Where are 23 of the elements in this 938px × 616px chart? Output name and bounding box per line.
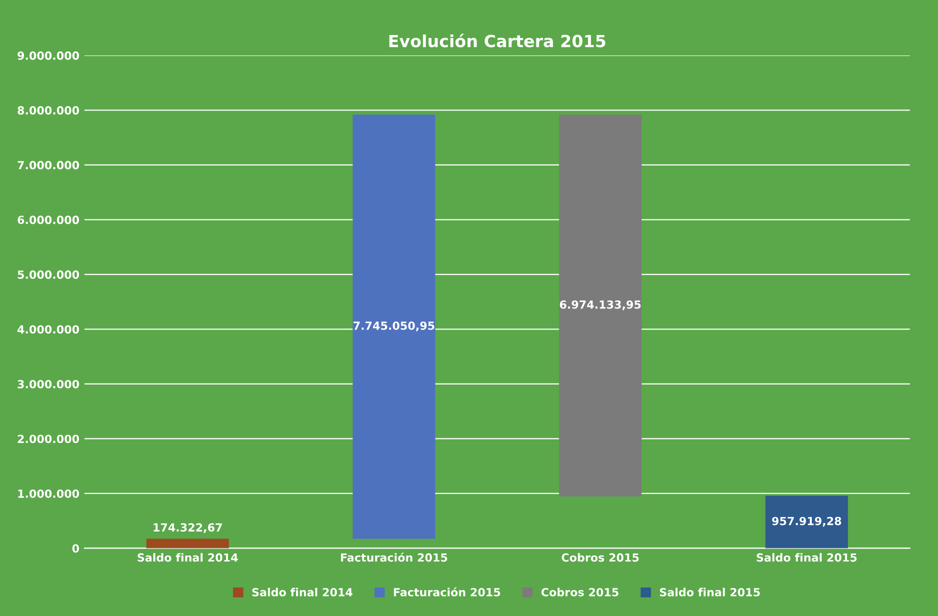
data-label: 7.745.050,95 — [354, 321, 434, 332]
y-tick-label: 9.000.000 — [18, 51, 80, 60]
x-tick-label: Saldo final 2014 — [138, 553, 238, 562]
y-tick-label: 8.000.000 — [18, 106, 80, 115]
y-tick-label: 3.000.000 — [18, 380, 80, 388]
y-tick-label: 2.000.000 — [18, 434, 80, 444]
x-tick-label: Cobros 2015 — [562, 553, 639, 562]
data-label: 957.919,28 — [772, 516, 842, 527]
y-tick-label: 7.000.000 — [18, 160, 80, 170]
x-tick-label: Facturación 2015 — [341, 552, 448, 562]
y-tick-label: 4.000.000 — [18, 325, 80, 334]
x-tick-label: Saldo final 2015 — [756, 553, 857, 562]
chart-title: Evolución Cartera 2015 — [389, 34, 606, 48]
legend-label: Facturación 2015 — [394, 587, 500, 596]
legend-label: Saldo final 2014 — [252, 588, 352, 596]
data-label: 6.974.133,95 — [560, 300, 641, 310]
y-tick-label: 5.000.000 — [18, 270, 80, 279]
y-tick-label: 6.000.000 — [18, 216, 80, 224]
y-tick-label: 1.000.000 — [18, 489, 80, 498]
y-tick-label: 0 — [72, 544, 80, 553]
data-label: 174.322,67 — [154, 523, 222, 534]
legend-label: Cobros 2015 — [541, 588, 618, 596]
legend-label: Saldo final 2015 — [660, 588, 760, 596]
